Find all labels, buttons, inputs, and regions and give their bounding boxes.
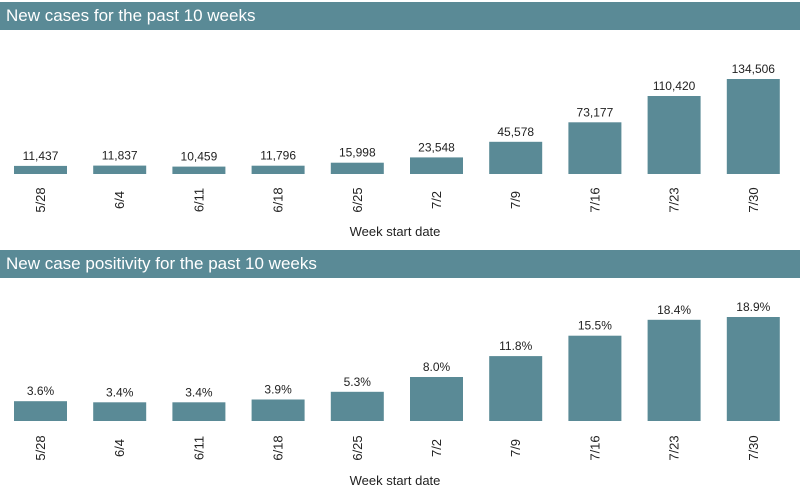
tick-label-6-11: 6/11 <box>191 436 206 460</box>
bar-6-11 <box>172 166 226 174</box>
tick-label-6-25: 6/25 <box>350 187 365 212</box>
tick-label-6-25: 6/25 <box>350 435 365 460</box>
tick-label-5-28: 5/28 <box>33 187 48 212</box>
bar-7-23 <box>647 319 701 421</box>
tick-label-7-16: 7/16 <box>587 187 602 212</box>
tick-label-7-23: 7/23 <box>667 435 682 460</box>
tick-label-6-4: 6/4 <box>112 439 127 457</box>
value-label-6-25: 15,998 <box>339 146 376 160</box>
bar-6-25 <box>330 162 384 174</box>
tick-label-7-2: 7/2 <box>429 191 444 209</box>
chart-2-title: New case positivity for the past 10 week… <box>0 250 800 278</box>
value-label-7-30: 134,506 <box>732 62 776 76</box>
value-label-7-9: 11.8% <box>499 339 532 353</box>
value-label-7-9: 45,578 <box>497 125 534 139</box>
tick-label-7-30: 7/30 <box>746 435 761 460</box>
bar-7-16 <box>568 335 622 421</box>
chart-1-new-cases: 11,437 5/28 11,837 6/4 10,459 6/11 11,796 6/18 1… <box>14 62 780 239</box>
bar-6-4 <box>93 165 147 174</box>
bar-6-18 <box>251 399 305 421</box>
value-label-7-2: 23,548 <box>418 140 455 154</box>
tick-label-7-9: 7/9 <box>508 191 523 209</box>
value-label-5-28: 11,437 <box>23 149 59 163</box>
tick-label-7-16: 7/16 <box>587 435 602 460</box>
value-label-6-4: 11,837 <box>102 149 138 163</box>
bar-7-23 <box>647 96 701 174</box>
value-label-7-16: 15.5% <box>578 319 612 333</box>
tick-label-6-11: 6/11 <box>191 188 206 212</box>
tick-label-7-2: 7/2 <box>429 439 444 457</box>
value-label-7-23: 110,420 <box>653 79 696 93</box>
value-label-6-18: 11,796 <box>260 149 296 163</box>
bar-5-28 <box>14 401 67 421</box>
value-label-7-2: 8.0% <box>423 360 451 374</box>
tick-label-7-23: 7/23 <box>667 187 682 212</box>
value-label-7-23: 18.4% <box>657 303 691 317</box>
tick-label-6-18: 6/18 <box>271 435 286 460</box>
value-label-6-18: 3.9% <box>264 383 292 397</box>
bar-7-2 <box>410 377 463 421</box>
tick-label-7-30: 7/30 <box>746 187 761 212</box>
bar-5-28 <box>14 165 67 174</box>
bar-7-30 <box>726 79 780 174</box>
tick-label-6-4: 6/4 <box>112 191 127 209</box>
value-label-7-30: 18.9% <box>736 300 770 314</box>
value-label-6-25: 5.3% <box>344 375 372 389</box>
value-label-6-4: 3.4% <box>106 385 134 399</box>
tick-label-6-18: 6/18 <box>271 187 286 212</box>
bar-7-9 <box>489 141 543 174</box>
tick-label-7-9: 7/9 <box>508 439 523 457</box>
chart-1-title: New cases for the past 10 weeks <box>0 2 800 30</box>
bar-7-30 <box>726 317 780 421</box>
value-label-6-11: 10,459 <box>181 150 218 164</box>
bar-7-9 <box>489 356 543 421</box>
x-axis-title: Week start date <box>350 224 441 239</box>
value-label-7-16: 73,177 <box>577 105 614 119</box>
bar-6-4 <box>93 402 147 421</box>
value-label-6-11: 3.4% <box>185 385 213 399</box>
bar-6-11 <box>172 402 226 421</box>
chart-2-case-positivity: 3.6% 5/28 3.4% 6/4 3.4% 6/11 3.9% 6/18 5.3% 6/25 8… <box>14 300 780 488</box>
x-axis-title: Week start date <box>350 473 441 488</box>
tick-label-5-28: 5/28 <box>33 435 48 460</box>
bar-7-16 <box>568 122 622 174</box>
bar-6-18 <box>251 165 305 174</box>
value-label-5-28: 3.6% <box>27 384 55 398</box>
bar-6-25 <box>330 391 384 421</box>
bar-7-2 <box>410 157 463 174</box>
